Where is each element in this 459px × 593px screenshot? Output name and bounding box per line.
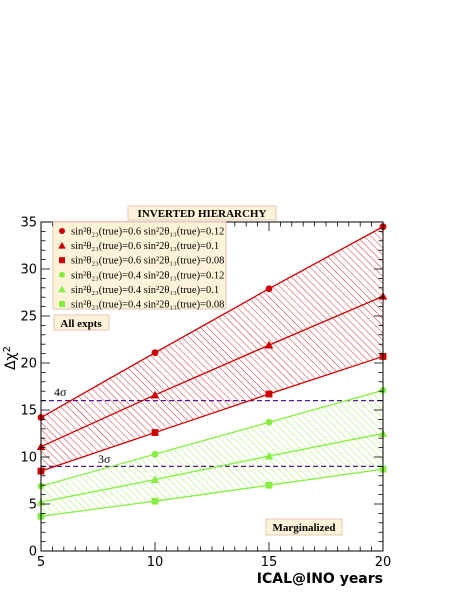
legend-box — [52, 221, 227, 310]
data-point-2-2 — [265, 390, 273, 398]
y-tick-label: 15 — [20, 404, 37, 419]
legend-marker-2 — [59, 257, 65, 264]
data-point-5-2 — [265, 481, 273, 489]
y-axis-title: Δχ2 — [2, 346, 19, 370]
data-point-4-2 — [264, 451, 274, 460]
legend-marker-0 — [59, 228, 65, 234]
data-point-3-1 — [151, 450, 159, 458]
all-expts-label: All expts — [60, 318, 102, 330]
y-tick-label: 5 — [29, 498, 37, 513]
data-point-3-2 — [265, 418, 273, 426]
legend-marker-4 — [58, 285, 66, 293]
reference-lines — [41, 400, 383, 467]
data-point-4-1 — [150, 475, 160, 483]
series-line-3 — [40, 389, 384, 487]
series-line-4 — [40, 432, 384, 503]
all-expts-box — [53, 314, 110, 331]
data-point-0-1 — [151, 349, 159, 357]
y-tick-label: 25 — [20, 310, 37, 325]
legend-label-0: sin²θ₂₃(true)=0.6 sin²2θ₁₃(true)=0.12 — [71, 227, 224, 238]
y-tick-label: 30 — [20, 263, 37, 278]
legend-marker-5 — [59, 301, 65, 307]
data-point-1-2 — [264, 340, 274, 349]
legend-label-5: sin²θ₂₃(true)=0.4 sin²2θ₁₃(true)=0.08 — [71, 300, 224, 311]
x-tick-label: 15 — [261, 555, 278, 570]
data-point-5-1 — [151, 497, 159, 505]
y-tick-label: 0 — [29, 545, 37, 560]
y-tick-label: 10 — [20, 451, 37, 466]
legend: sin²θ₂₃(true)=0.6 sin²2θ₁₃(true)=0.12 sin… — [52, 221, 227, 311]
legend-label-4: sin²θ₂₃(true)=0.4 sin²2θ₁₃(true)=0.1 — [71, 285, 219, 296]
x-tick-label: 20 — [375, 555, 392, 570]
sigma-3-label: 3σ — [98, 452, 111, 466]
chart-title: INVERTED HIERARCHY — [138, 208, 267, 220]
legend-label-3: sin²θ₂₃(true)=0.4 sin²2θ₁₃(true)=0.12 — [71, 270, 224, 281]
band-red — [41, 226, 383, 472]
x-axis-title: ICAL@INO years — [257, 571, 383, 587]
data-point-0-2 — [265, 285, 273, 293]
series-line-2 — [40, 355, 384, 472]
legend-label-2: sin²θ₂₃(true)=0.6 sin²2θ₁₃(true)=0.08 — [71, 256, 224, 267]
title-box — [127, 205, 277, 221]
y-tick-label: 20 — [20, 357, 37, 372]
series-line-5 — [40, 468, 384, 517]
legend-label-1: sin²θ₂₃(true)=0.6 sin²2θ₁₃(true)=0.1 — [71, 241, 219, 252]
x-tick-label: 10 — [147, 555, 164, 570]
x-tick-label: 5 — [37, 555, 45, 570]
series-line-0 — [40, 226, 384, 419]
data-point-1-1 — [150, 390, 160, 399]
legend-marker-1 — [58, 241, 66, 249]
y-tick-label: 35 — [20, 216, 37, 231]
data-point-2-1 — [151, 429, 159, 436]
marginalized-label: Marginalized — [273, 522, 336, 534]
series-line-1 — [40, 295, 384, 448]
legend-marker-3 — [59, 271, 65, 278]
sigma-4-label: 4σ — [54, 385, 67, 399]
marginalized-box — [265, 518, 343, 536]
